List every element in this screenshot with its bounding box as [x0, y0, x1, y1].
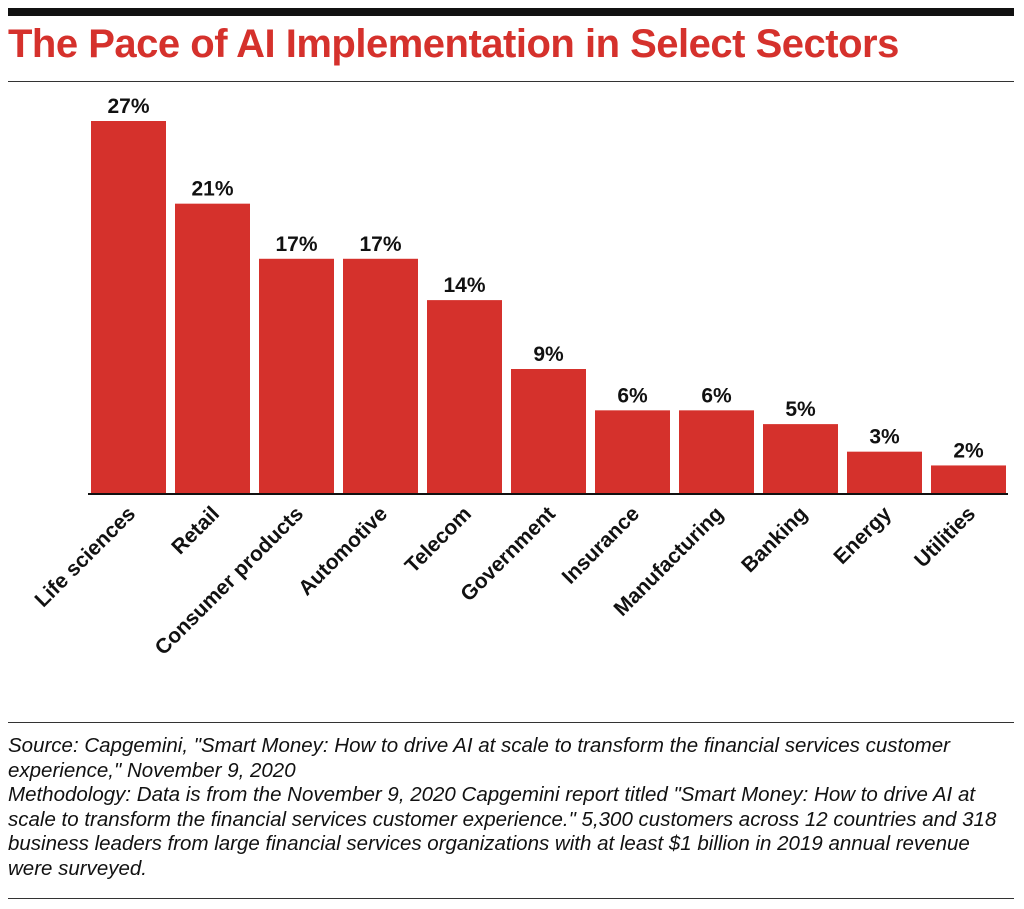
bar-9: [763, 424, 838, 493]
category-label-11: Utilities: [910, 502, 980, 572]
bar-chart: 27% Life sciences 21% Retail 17% Consumer pro…: [31, 95, 1008, 660]
category-label-9: Banking: [737, 502, 812, 577]
value-label-5: 14%: [443, 274, 485, 297]
value-label-7: 6%: [617, 384, 648, 407]
chart-notes: Source: Capgemini, "Smart Money: How to …: [8, 734, 1008, 881]
bar-10: [847, 451, 922, 493]
bar-6: [511, 369, 586, 493]
category-label-10: Energy: [829, 502, 896, 569]
methodology-note: Methodology: Data is from the November 9…: [8, 783, 997, 880]
chart-title: The Pace of AI Implementation in Select …: [8, 22, 899, 66]
value-label-1: 27%: [107, 95, 149, 118]
title-divider: [8, 81, 1014, 82]
source-note: Source: Capgemini, "Smart Money: How to …: [8, 734, 950, 782]
value-label-9: 5%: [785, 398, 816, 421]
category-label-3: Consumer products: [151, 502, 308, 659]
value-label-3: 17%: [275, 233, 317, 256]
bar-8: [679, 410, 754, 493]
bar-7: [595, 410, 670, 493]
category-label-5: Telecom: [401, 502, 476, 577]
bar-2: [175, 203, 250, 493]
category-label-7: Insurance: [558, 502, 644, 588]
bar-1: [91, 121, 166, 493]
value-label-10: 3%: [869, 426, 900, 449]
value-label-4: 17%: [359, 233, 401, 256]
footer-divider: [8, 722, 1014, 723]
bottom-rule: [8, 898, 1014, 899]
value-label-6: 9%: [533, 343, 564, 366]
bar-5: [427, 300, 502, 493]
top-rule: [8, 8, 1014, 16]
category-label-4: Automotive: [294, 502, 392, 600]
bar-11: [931, 465, 1006, 493]
category-label-1: Life sciences: [31, 502, 141, 612]
category-label-2: Retail: [167, 502, 224, 559]
value-label-2: 21%: [191, 178, 233, 201]
bar-4: [343, 258, 418, 493]
value-label-11: 2%: [953, 439, 984, 462]
bar-3: [259, 258, 334, 493]
value-label-8: 6%: [701, 384, 732, 407]
